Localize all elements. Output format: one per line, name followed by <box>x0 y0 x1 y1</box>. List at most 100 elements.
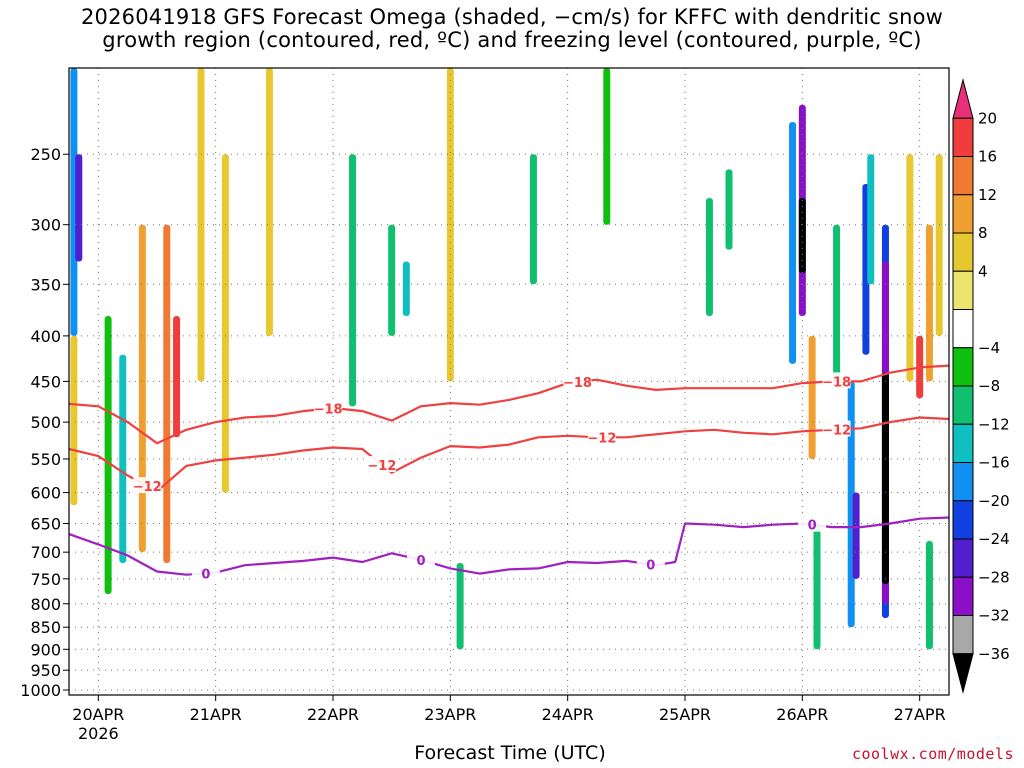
colorbar-label: −36 <box>978 645 1010 663</box>
omega-cell <box>265 68 273 336</box>
y-tick-label: 950 <box>30 661 61 680</box>
colorbar-segment <box>952 232 974 272</box>
omega-cell <box>867 154 875 285</box>
colorbar-segment <box>952 500 974 540</box>
x-tick-sublabel: 2026 <box>78 724 119 743</box>
omega-cell <box>925 540 933 650</box>
contour-label-bg <box>563 372 592 389</box>
contour-line <box>68 416 950 493</box>
credit-link[interactable]: coolwx.com/models <box>851 745 1014 763</box>
omega-cell <box>221 154 229 493</box>
omega-cell <box>70 335 78 506</box>
omega-cell <box>456 563 464 650</box>
omega-cell <box>705 198 713 317</box>
y-tick-label: 650 <box>30 515 61 534</box>
colorbar-label: −24 <box>978 530 1010 548</box>
colorbar-label: −12 <box>978 415 1010 433</box>
contour-label-bg <box>191 564 220 581</box>
x-tick-label: 23APR <box>424 705 476 724</box>
omega-cell <box>70 68 78 336</box>
omega-cell <box>138 224 146 553</box>
contour-label-bg <box>822 420 851 437</box>
contour-label: −12 <box>822 424 851 439</box>
colorbar-segment <box>952 117 974 157</box>
colorbar: 20 16 12 8 4 −4 −8 −12 −16 −20 −24 −28 −32 −36 <box>952 78 1010 694</box>
contour-line <box>68 516 950 576</box>
omega-cell <box>388 224 396 336</box>
colorbar-segment <box>952 423 974 463</box>
omega-cell <box>798 198 806 274</box>
y-tick-label: 900 <box>30 640 61 659</box>
omega-cell <box>808 335 816 459</box>
colorbar-segment <box>952 347 974 387</box>
colorbar-segment <box>952 156 974 196</box>
contour-label: −12 <box>587 431 616 446</box>
colorbar-label: 20 <box>978 109 997 127</box>
chart-title-line-2: growth region (contoured, red, ºC) and f… <box>102 28 922 52</box>
y-tick-label: 850 <box>30 618 61 637</box>
y-tick-label: 350 <box>30 275 61 294</box>
omega-cell <box>852 492 860 579</box>
colorbar-label: 12 <box>978 186 997 204</box>
colorbar-segment <box>952 194 974 234</box>
omega-cell <box>75 154 83 262</box>
x-tick-label: 21APR <box>190 705 242 724</box>
omega-cell <box>104 316 112 594</box>
contour-label: −18 <box>314 402 343 417</box>
chart-title-line-1: 2026041918 GFS Forecast Omega (shaded, −… <box>80 5 944 29</box>
omega-shading <box>70 68 943 650</box>
omega-cell <box>789 122 797 364</box>
omega-cell <box>935 154 943 336</box>
colorbar-label: −8 <box>978 377 1000 395</box>
colorbar-label: −32 <box>978 607 1010 625</box>
x-axis-label: Forecast Time (UTC) <box>414 742 606 764</box>
x-tick-label: 24APR <box>542 705 594 724</box>
omega-cell <box>925 224 933 382</box>
y-tick-label: 1000 <box>20 681 61 700</box>
y-tick-label: 450 <box>30 372 61 391</box>
x-tick-label: 27APR <box>894 705 946 724</box>
colorbar-segment <box>952 462 974 502</box>
y-tick-label: 600 <box>30 484 61 503</box>
contour-label-bg <box>407 550 435 567</box>
colorbar-segment <box>952 538 974 578</box>
colorbar-label: 8 <box>978 224 988 242</box>
omega-cell <box>163 224 171 564</box>
y-axis: 250 300 350 400 450 500 550 600 650 700 750 800 850 9… <box>20 145 69 700</box>
colorbar-label: −16 <box>978 454 1010 472</box>
colorbar-segment <box>952 653 974 694</box>
contour-label-bg <box>133 477 162 494</box>
contour-label: 0 <box>808 519 817 534</box>
gridlines <box>69 68 949 695</box>
contour-label-bg <box>822 372 851 389</box>
temperature-contours: −18 −18 −18 −12 −12 −12 −12 0 0 0 0 <box>68 364 950 582</box>
colorbar-label: −28 <box>978 568 1010 586</box>
contour-label: −18 <box>822 375 851 390</box>
contour-label-bg <box>367 456 396 473</box>
y-tick-label: 400 <box>30 327 61 346</box>
colorbar-segment <box>952 385 974 425</box>
omega-cell <box>402 261 410 317</box>
omega-cell <box>603 68 611 225</box>
colorbar-segment <box>952 78 974 119</box>
y-tick-label: 800 <box>30 595 61 614</box>
contour-label: 0 <box>416 554 425 569</box>
x-tick-label: 22APR <box>307 705 359 724</box>
contour-label-bg <box>636 555 665 572</box>
omega-cell <box>833 224 841 382</box>
colorbar-segment <box>952 615 974 655</box>
contour-line <box>68 364 950 445</box>
contour-label: 0 <box>201 567 210 582</box>
x-tick-label: 26APR <box>776 705 828 724</box>
x-tick-label: 20APR <box>72 705 124 724</box>
y-tick-label: 700 <box>30 543 61 562</box>
x-tick-label: 25APR <box>659 705 711 724</box>
contour-label: −12 <box>133 480 162 495</box>
y-tick-label: 500 <box>30 413 61 432</box>
colorbar-segment <box>952 576 974 616</box>
contour-label-bg <box>798 515 827 532</box>
omega-cell <box>906 154 914 382</box>
contour-label: 0 <box>646 558 655 573</box>
